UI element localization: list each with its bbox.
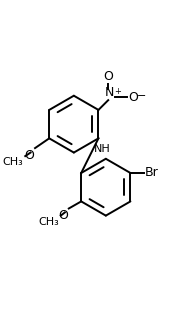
Text: NH: NH: [94, 144, 111, 154]
Text: O: O: [129, 91, 139, 104]
Text: N: N: [105, 86, 114, 99]
Text: −: −: [137, 91, 146, 101]
Text: O: O: [58, 209, 68, 222]
Text: CH₃: CH₃: [3, 157, 23, 167]
Text: Br: Br: [144, 166, 158, 180]
Text: O: O: [24, 149, 34, 162]
Text: O: O: [103, 70, 113, 83]
Text: +: +: [115, 87, 121, 96]
Text: CH₃: CH₃: [38, 217, 59, 226]
